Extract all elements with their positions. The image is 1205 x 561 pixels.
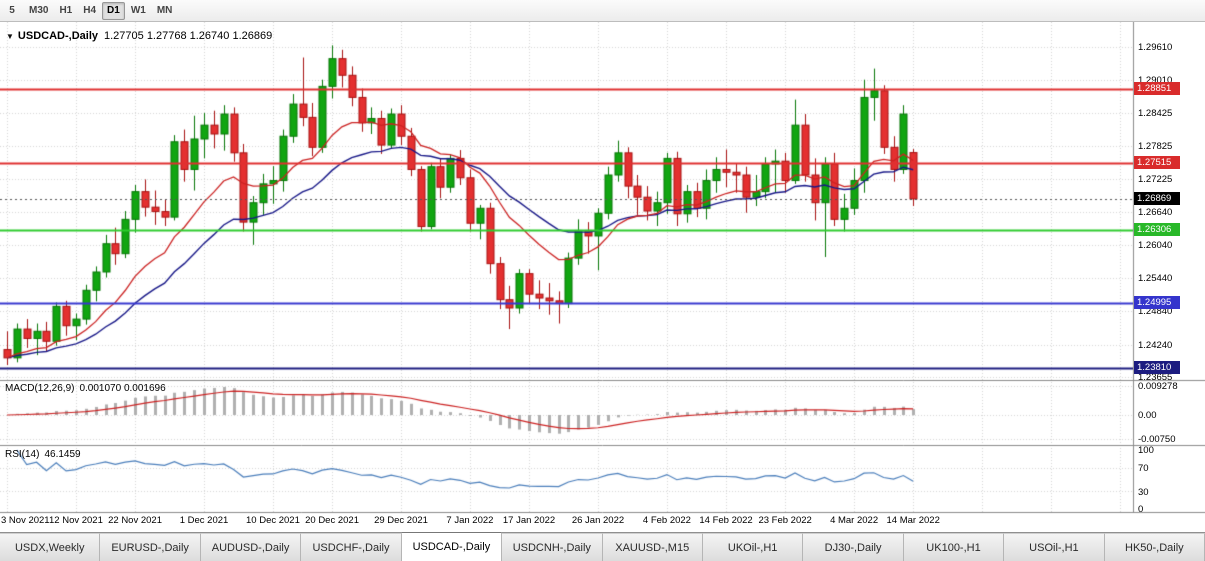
macd-indicator-label: MACD(12,26,9) 0.001070 0.001696 [5,383,166,394]
chart-tab-usoil[interactable]: USOil-,H1 [1004,533,1105,561]
macd-values: 0.001070 0.001696 [79,383,166,394]
price-tick-label: 1.25440 [1138,273,1173,285]
rsi-name: RSI(14) [5,449,40,460]
chart-window: ▼ USDCAD-,Daily 1.27705 1.27768 1.26740 1.… [0,22,1205,532]
rsi-axis-label: 100 [1138,445,1154,456]
price-tick-label: 1.26040 [1138,239,1173,251]
resistance-1-badge: 1.28851 [1134,82,1180,96]
price-tick-label: 1.23655 [1138,372,1173,383]
timeframe-button-h1[interactable]: H1 [59,5,73,16]
current-price-badge: 1.26869 [1134,191,1180,205]
chart-tab-usdcad[interactable]: USDCAD-,Daily [401,532,503,561]
price-tick-label: 1.24840 [1138,306,1173,318]
timeframe-button-m30[interactable]: M30 [29,5,49,16]
chart-dropdown-arrow-icon[interactable]: ▼ [6,32,14,41]
chart-canvas[interactable] [0,22,1205,532]
timeframe-toolbar: 5 M30 H1 H4 D1 W1 MN [0,0,1205,22]
support-green-badge: 1.26306 [1134,223,1180,237]
chart-tab-audusd[interactable]: AUDUSD-,Daily [200,533,302,561]
macd-axis-label: 0.009278 [1138,381,1178,392]
chart-symbol-label: USDCAD-,Daily [17,30,98,42]
price-tick-label: 1.28425 [1138,107,1173,119]
chart-tab-hk50[interactable]: HK50-,Daily [1104,533,1205,561]
support-blue-badge: 1.24995 [1134,295,1180,309]
timeframe-button-5[interactable]: 5 [9,5,15,16]
price-tick-label: 1.27825 [1138,140,1173,152]
chart-tab-usdcnh[interactable]: USDCNH-,Daily [502,533,603,561]
rsi-axis-label: 70 [1138,462,1149,474]
chart-title: ▼ USDCAD-,Daily 1.27705 1.27768 1.26740 1.… [6,30,272,42]
chart-tab-ukoil[interactable]: UKOil-,H1 [702,533,804,561]
price-tick-label: 1.24240 [1138,339,1173,351]
rsi-value: 46.1459 [44,449,81,460]
chart-tab-usdchf[interactable]: USDCHF-,Daily [301,533,402,561]
macd-axis-label: -0.00750 [1138,434,1176,445]
timeframe-button-h4[interactable]: H4 [83,5,97,16]
chart-tab-xauusd[interactable]: XAUUSD-,M15 [602,533,703,561]
timeframe-button-w1[interactable]: W1 [130,5,146,16]
support-navy-badge: 1.23810 [1134,361,1180,375]
rsi-indicator-label: RSI(14) 46.1459 [5,449,81,460]
rsi-axis-label: 30 [1138,486,1149,498]
chart-tab-dj30[interactable]: DJ30-,Daily [803,533,904,561]
chart-tab-usdx[interactable]: USDX,Weekly [0,533,101,561]
chart-tab-eurusd[interactable]: EURUSD-,Daily [100,533,201,561]
macd-axis-label: 0.00 [1138,410,1157,421]
macd-name: MACD(12,26,9) [5,383,75,394]
price-tick-label: 1.26640 [1138,206,1173,218]
chart-ohlc-values: 1.27705 1.27768 1.26740 1.26869 [104,30,273,42]
price-axis[interactable]: 1.29610 1.29010 1.28425 1.27825 1.27225 1.266… [1133,22,1205,515]
chart-tabs-bar: USDX,Weekly EURUSD-,Daily AUDUSD-,Daily USD… [0,532,1205,561]
price-tick-label: 1.27225 [1138,174,1173,186]
resistance-2-badge: 1.27515 [1134,156,1180,170]
price-tick-label: 1.29610 [1138,42,1173,53]
timeframe-button-d1[interactable]: D1 [102,1,125,20]
rsi-axis-label: 0 [1138,504,1144,515]
timeframe-button-mn[interactable]: MN [156,5,173,16]
price-tick-label: 1.29010 [1138,75,1173,87]
chart-tab-uk100[interactable]: UK100-,H1 [903,533,1005,561]
